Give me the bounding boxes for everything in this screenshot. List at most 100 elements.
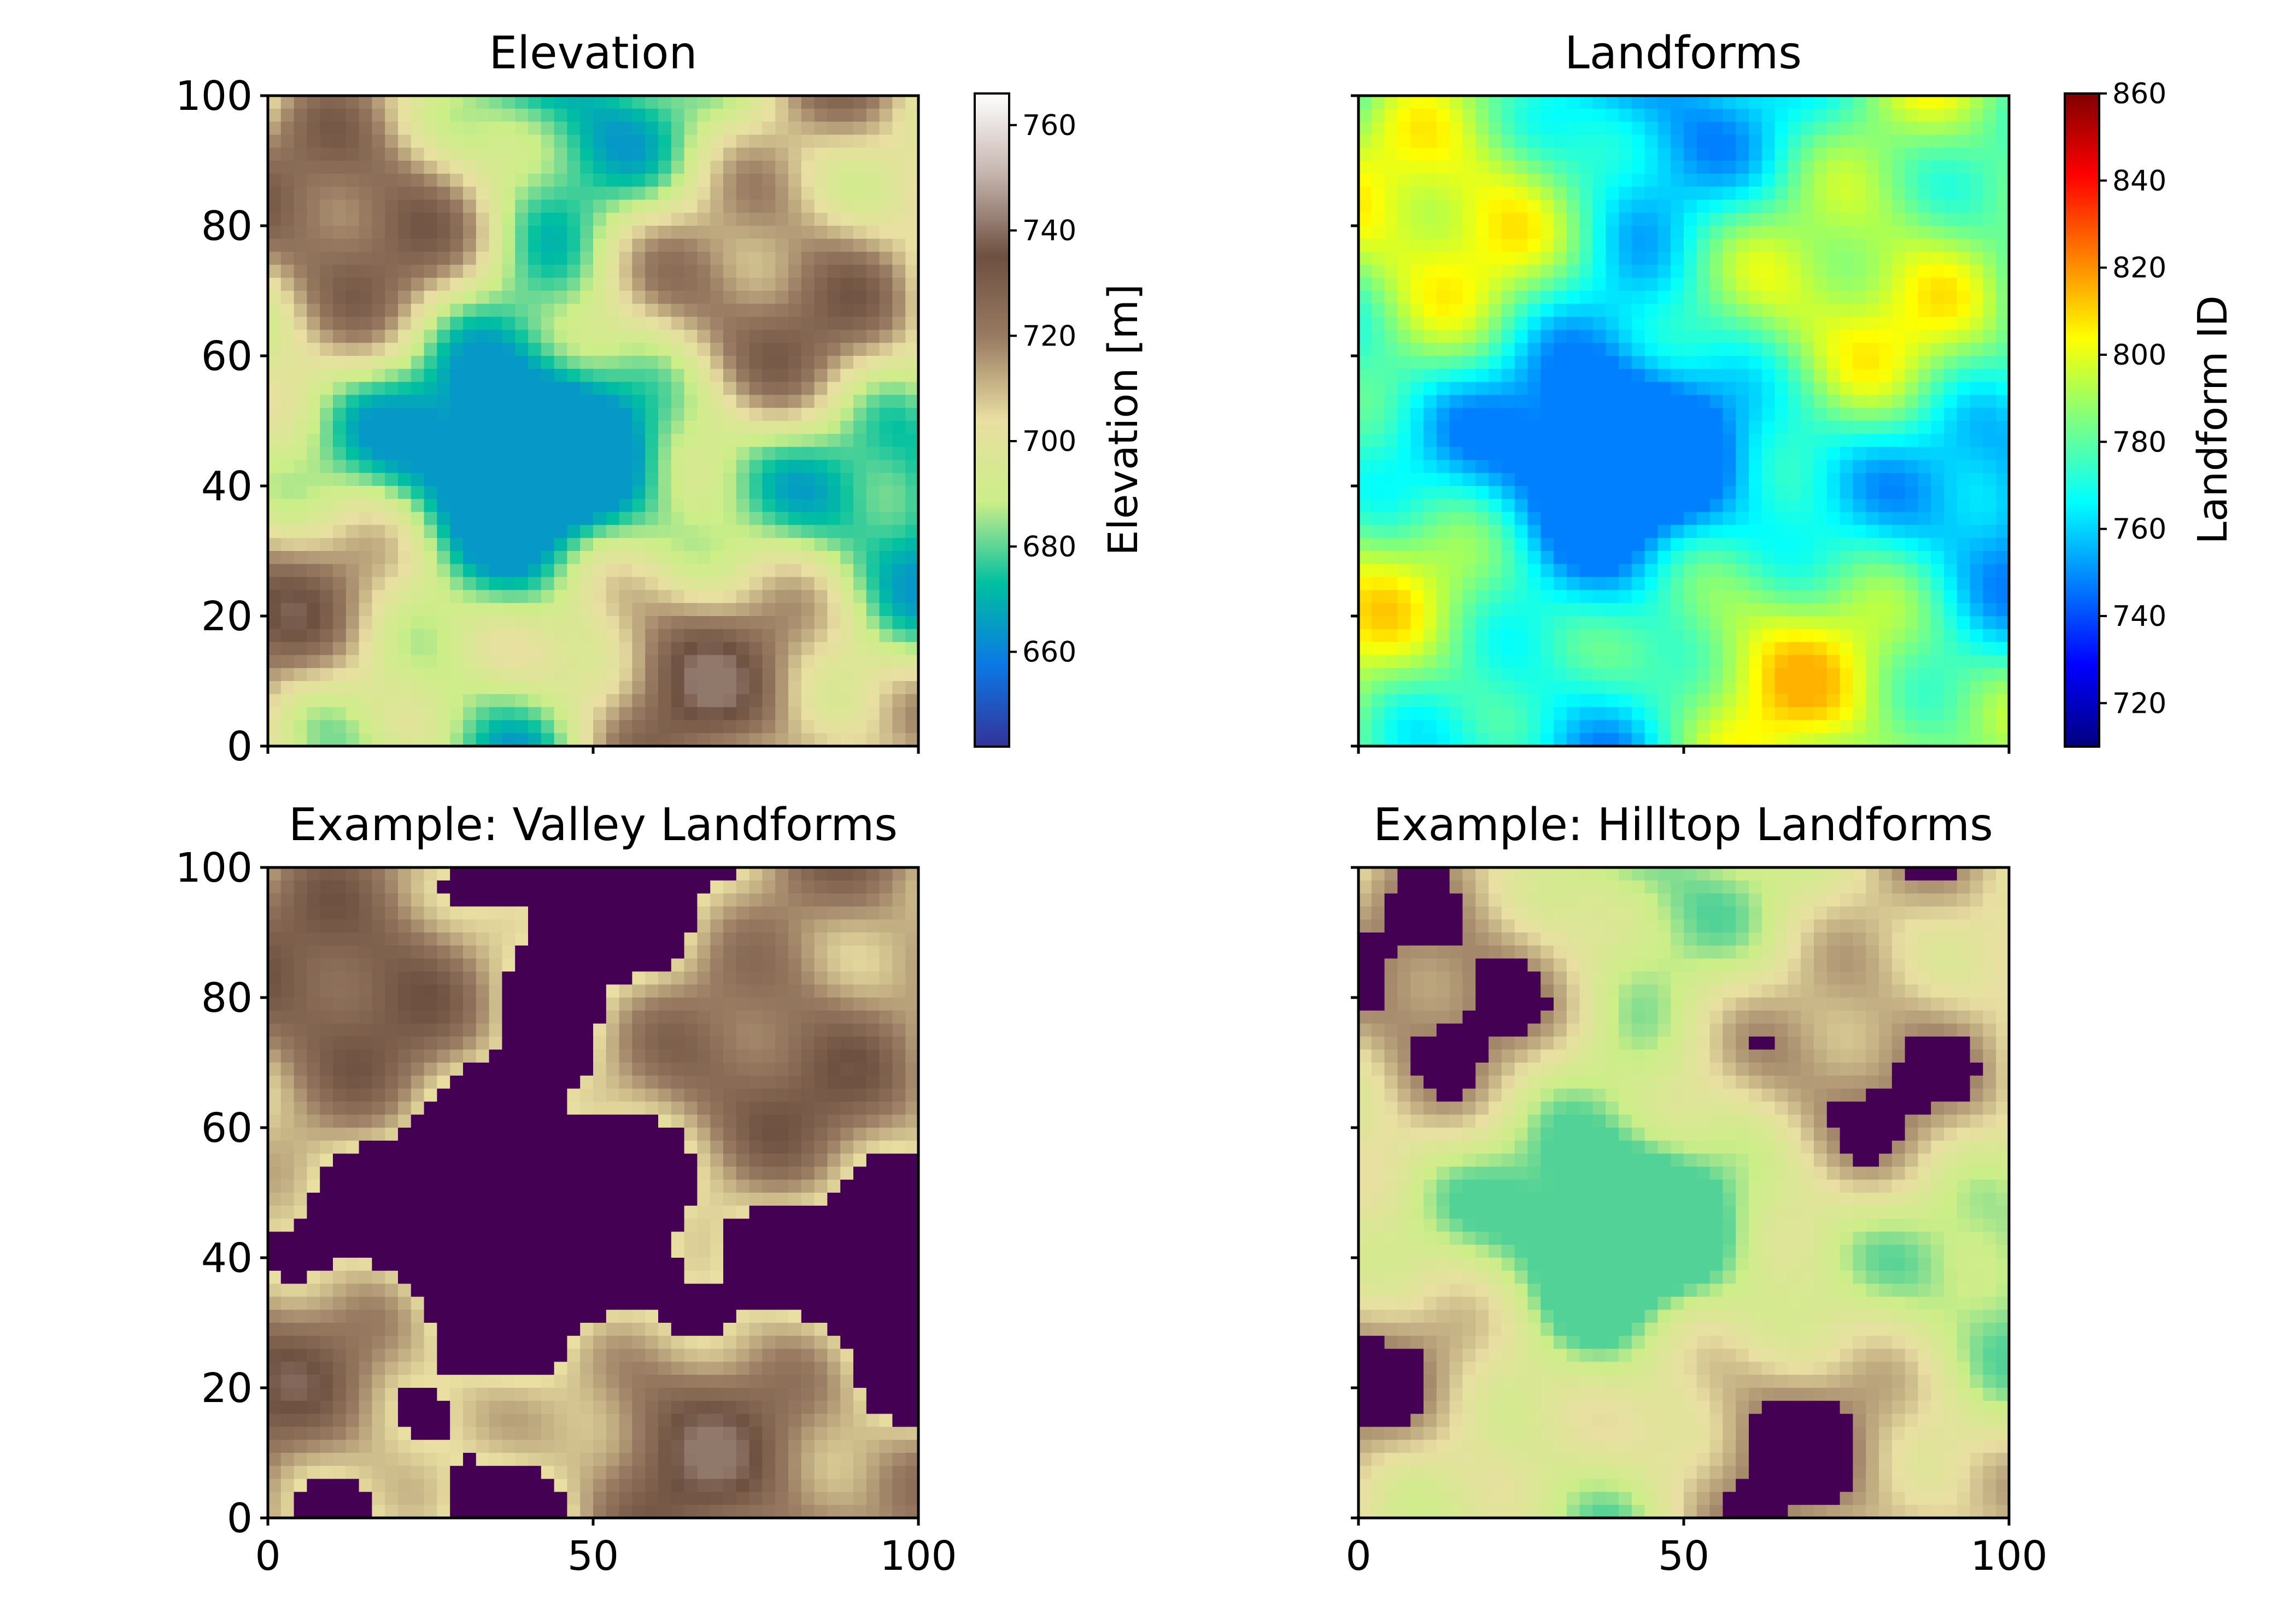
heatmap-cell (1853, 316, 1866, 330)
heatmap-cell (1397, 395, 1411, 408)
heatmap-cell (736, 291, 750, 304)
heatmap-cell (1592, 96, 1606, 109)
heatmap-cell (1840, 720, 1853, 734)
heatmap-cell (1657, 460, 1671, 473)
heatmap-cell (1826, 707, 1841, 720)
heatmap-cell (749, 694, 763, 708)
heatmap-cell (1736, 681, 1749, 695)
heatmap-cell (1671, 668, 1684, 682)
heatmap-cell (450, 148, 464, 161)
heatmap-cell (1501, 238, 1515, 253)
heatmap-cell (1970, 538, 1983, 552)
heatmap-cell (528, 590, 542, 603)
heatmap-cell (801, 213, 815, 226)
heatmap-cell (437, 226, 450, 239)
heatmap-cell (463, 291, 477, 304)
heatmap-cell (541, 512, 555, 525)
heatmap-cell (268, 486, 282, 500)
heatmap-cell (1891, 655, 1906, 668)
heatmap-cell (1371, 538, 1385, 552)
heatmap-cell (1436, 421, 1450, 435)
heatmap-cell (437, 356, 450, 370)
heatmap-cell (320, 498, 333, 513)
heatmap-cell (1774, 173, 1788, 187)
heatmap-cell (658, 577, 672, 590)
heatmap-cell (1384, 200, 1398, 213)
heatmap-cell (1554, 590, 1567, 603)
heatmap-cell (1397, 603, 1411, 617)
heatmap-cell (424, 395, 437, 408)
heatmap-cell (775, 525, 789, 538)
heatmap-cell (450, 213, 464, 226)
heatmap-cell (892, 395, 906, 408)
heatmap-cell (1891, 460, 1906, 473)
heatmap-cell (1436, 356, 1450, 370)
heatmap-cell (723, 577, 737, 590)
heatmap-cell (489, 200, 502, 213)
heatmap-cell (345, 629, 360, 643)
heatmap-cell (1723, 564, 1736, 578)
heatmap-cell (632, 226, 646, 239)
heatmap-cell (1879, 173, 1893, 187)
heatmap-cell (1788, 134, 1801, 148)
heatmap-cell (1644, 368, 1658, 383)
heatmap-cell (1462, 108, 1476, 122)
heatmap-cell (1879, 681, 1893, 695)
heatmap-cell (788, 173, 802, 187)
heatmap-cell (1541, 213, 1554, 226)
heatmap-cell (294, 694, 307, 708)
heatmap-cell (879, 486, 893, 500)
heatmap-cell (1761, 316, 1776, 330)
heatmap-cell (554, 525, 567, 538)
heatmap-cell (1866, 173, 1879, 187)
heatmap-cell (853, 265, 867, 278)
heatmap-cell (814, 303, 828, 318)
heatmap-cell (749, 512, 763, 525)
heatmap-cell (1449, 603, 1463, 617)
heatmap-cell (645, 134, 659, 148)
heatmap-cell (554, 512, 567, 525)
heatmap-cell (1879, 356, 1893, 370)
heatmap-cell (359, 616, 372, 630)
heatmap-cell (1996, 616, 2010, 630)
heatmap-cell (502, 343, 516, 356)
heatmap-cell (1489, 512, 1502, 525)
heatmap-cell (697, 148, 711, 161)
heatmap-cell (1696, 278, 1711, 291)
heatmap-cell (788, 473, 802, 486)
heatmap-cell (463, 577, 477, 590)
heatmap-cell (1761, 590, 1776, 603)
heatmap-cell (814, 733, 828, 747)
heatmap-cell (801, 291, 815, 304)
heatmap-cell (307, 148, 320, 161)
heatmap-cell (814, 538, 828, 552)
heatmap-cell (1736, 460, 1749, 473)
heatmap-cell (1541, 173, 1554, 187)
heatmap-cell (749, 577, 763, 590)
heatmap-cell (489, 408, 502, 421)
heatmap-cell (1866, 251, 1879, 265)
heatmap-cell (411, 486, 425, 500)
heatmap-cell (1619, 316, 1632, 330)
heatmap-cell (385, 148, 399, 161)
heatmap-cell (1931, 291, 1944, 304)
heatmap-cell (684, 538, 698, 552)
heatmap-cell (1931, 238, 1944, 253)
heatmap-cell (424, 577, 437, 590)
heatmap-cell (1931, 226, 1944, 239)
heatmap-cell (1424, 681, 1437, 695)
heatmap-cell (1424, 707, 1437, 720)
heatmap-cell (1840, 421, 1853, 435)
heatmap-cell (866, 433, 880, 448)
heatmap-cell (1736, 238, 1749, 253)
heatmap-cell (1436, 96, 1450, 109)
heatmap-cell (1371, 356, 1385, 370)
heatmap-cell (1801, 121, 1814, 135)
heatmap-cell (1853, 173, 1866, 187)
heatmap-cell (307, 226, 320, 239)
heatmap-cell (1619, 538, 1632, 552)
heatmap-cell (1788, 200, 1801, 213)
heatmap-cell (1918, 148, 1931, 161)
heatmap-cell (359, 538, 372, 552)
heatmap-cell (476, 186, 490, 200)
